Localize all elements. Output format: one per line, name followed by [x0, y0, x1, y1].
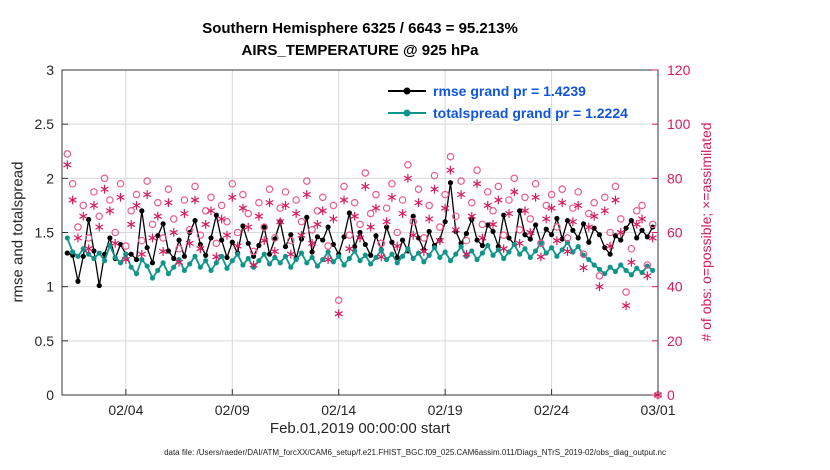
chart-title-line1: Southern Hemisphere 6325 / 6643 = 95.213…: [202, 20, 518, 37]
svg-text:02/14: 02/14: [321, 402, 356, 418]
svg-text:60: 60: [667, 225, 683, 241]
svg-text:0: 0: [46, 387, 54, 403]
svg-text:80: 80: [667, 170, 683, 186]
legend-item-totalspread: totalspread grand pr = 1.2224: [388, 102, 628, 124]
legend-item-rmse: rmse grand pr = 1.4239: [388, 80, 628, 102]
svg-text:3: 3: [46, 62, 54, 78]
svg-text:02/19: 02/19: [428, 402, 463, 418]
svg-text:02/04: 02/04: [108, 402, 143, 418]
x-axis-label: Feb.01,2019 00:00:00 start: [269, 420, 451, 437]
legend-swatch-totalspread-line: [388, 109, 426, 117]
svg-text:40: 40: [667, 279, 683, 295]
legend-swatch-totalspread-marker: [403, 109, 411, 117]
chart-title-line2: AIRS_TEMPERATURE @ 925 hPa: [241, 42, 479, 59]
svg-text:100: 100: [667, 116, 691, 132]
svg-text:02/24: 02/24: [534, 402, 569, 418]
legend-swatch-rmse-line: [388, 87, 426, 95]
svg-text:1: 1: [46, 279, 54, 295]
svg-text:03/01: 03/01: [640, 402, 675, 418]
legend-label-rmse: rmse grand pr = 1.4239: [433, 83, 586, 99]
svg-text:0: 0: [667, 387, 675, 403]
svg-text:0.5: 0.5: [35, 333, 55, 349]
svg-text:02/09: 02/09: [215, 402, 250, 418]
legend: rmse grand pr = 1.4239 totalspread grand…: [388, 80, 628, 124]
svg-text:1.5: 1.5: [35, 225, 55, 241]
svg-text:2: 2: [46, 170, 54, 186]
left-axis-label: rmse and totalspread: [9, 161, 27, 303]
svg-text:120: 120: [667, 62, 691, 78]
legend-label-totalspread: totalspread grand pr = 1.2224: [433, 105, 628, 121]
svg-text:2.5: 2.5: [35, 116, 55, 132]
data-file-path: data file: /Users/raeder/DAI/ATM_forcXX/…: [164, 448, 666, 457]
legend-swatch-rmse-marker: [403, 87, 411, 95]
svg-text:20: 20: [667, 333, 683, 349]
right-axis-label: # of obs: o=possible; ×=assimilated: [698, 122, 714, 342]
